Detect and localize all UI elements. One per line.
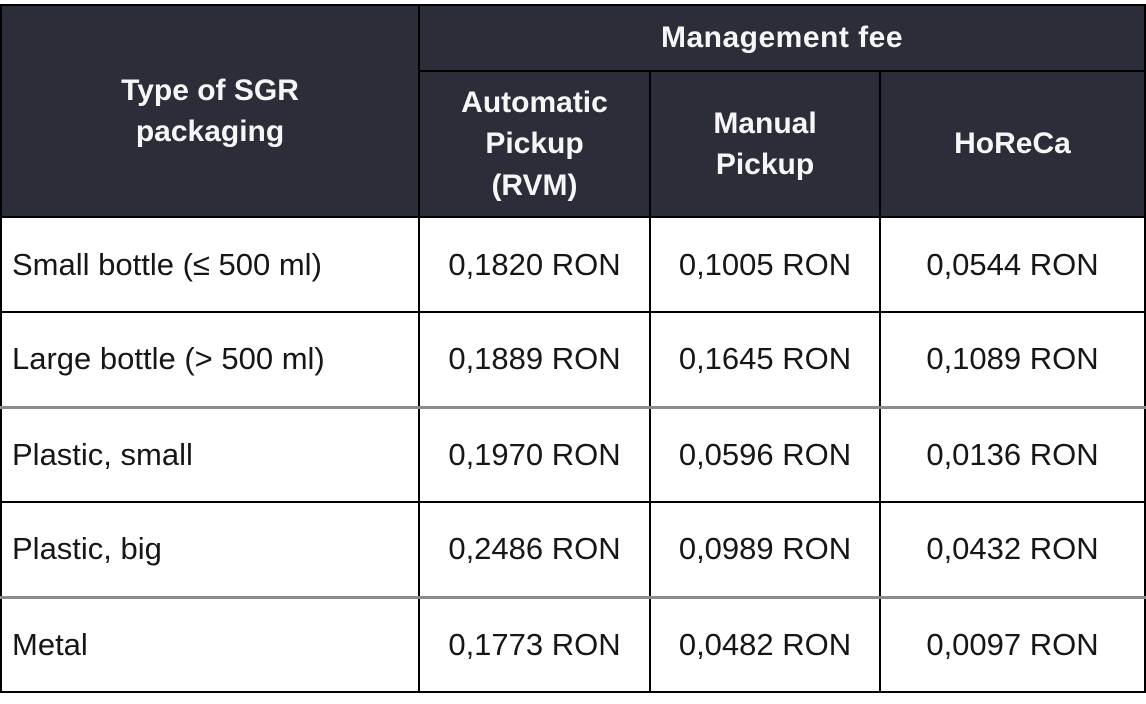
column-group-header-management-fee: Management fee (418, 4, 1146, 72)
column-header-manual-pickup: Manual Pickup (649, 70, 881, 218)
fee-value: 0,0544 RON (879, 216, 1146, 313)
fee-value: 0,0097 RON (879, 595, 1146, 693)
column-header-type-of-sgr-packaging: Type of SGR packaging (0, 4, 420, 218)
fee-value: 0,1773 RON (418, 595, 651, 693)
sub-header-row: Automatic Pickup (RVM) Manual Pickup HoR… (1, 70, 1146, 218)
fee-value: 0,2486 RON (418, 501, 651, 598)
fee-value: 0,0482 RON (649, 595, 881, 693)
row-label: Metal (0, 595, 420, 693)
table-row-large-bottle: Large bottle (> 500 ml) 0,1889 RON 0,164… (0, 311, 1146, 408)
fee-value: 0,0596 RON (649, 405, 881, 503)
row-label: Large bottle (> 500 ml) (0, 311, 420, 408)
sub-header-label: HoReCa (954, 127, 1071, 161)
fee-value: 0,1970 RON (418, 405, 651, 503)
fee-value: 0,1820 RON (418, 216, 651, 313)
fee-value: 0,1645 RON (649, 311, 881, 408)
table-row-plastic-small: Plastic, small 0,1970 RON 0,0596 RON 0,0… (0, 405, 1146, 503)
column-header-horeca: HoReCa (879, 70, 1146, 218)
fee-value: 0,0136 RON (879, 405, 1146, 503)
sub-header-label: Manual Pickup (713, 106, 817, 181)
sub-header-label: Automatic Pickup (RVM) (461, 85, 608, 202)
fee-value: 0,1005 RON (649, 216, 881, 313)
fee-value: 0,0989 RON (649, 501, 881, 598)
group-header-row: Type of SGR packaging Management fee (0, 4, 1146, 218)
management-fee-table: Type of SGR packaging Management fee Aut… (0, 4, 1146, 693)
corner-header-label: Type of SGR packaging (121, 73, 299, 148)
table-row-metal: Metal 0,1773 RON 0,0482 RON 0,0097 RON (0, 595, 1146, 693)
table-row-plastic-big: Plastic, big 0,2486 RON 0,0989 RON 0,043… (0, 501, 1146, 598)
group-header-label: Management fee (660, 21, 904, 54)
row-label: Plastic, small (0, 405, 420, 503)
fee-value: 0,1889 RON (418, 311, 651, 408)
row-label: Small bottle (≤ 500 ml) (0, 216, 420, 313)
row-label: Plastic, big (0, 501, 420, 598)
fee-value: 0,0432 RON (879, 501, 1146, 598)
column-header-automatic-pickup-rvm: Automatic Pickup (RVM) (418, 70, 651, 218)
fee-value: 0,1089 RON (879, 311, 1146, 408)
table-row-small-bottle: Small bottle (≤ 500 ml) 0,1820 RON 0,100… (0, 216, 1146, 313)
